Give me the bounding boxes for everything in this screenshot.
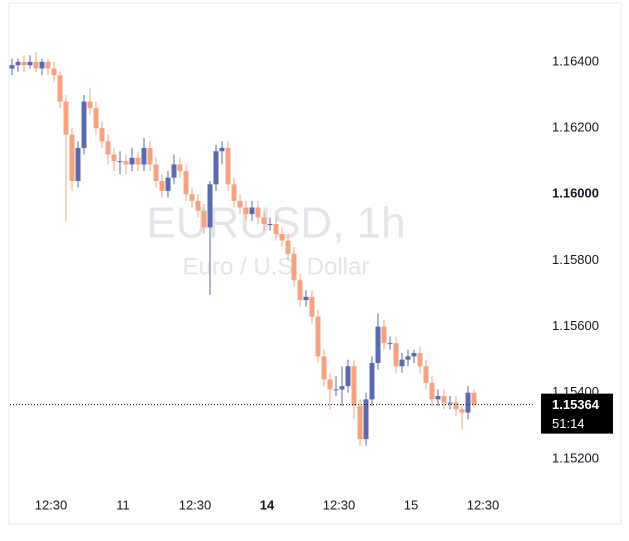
y-tick-label: 1.16200 xyxy=(552,120,599,135)
candle-body xyxy=(189,194,195,201)
candle-body xyxy=(405,356,411,360)
y-tick-label: 1.15600 xyxy=(552,318,599,333)
candle-body xyxy=(375,326,381,363)
candle-body xyxy=(231,184,237,201)
candle-body xyxy=(225,147,231,185)
candle-body xyxy=(39,61,45,69)
candle-body xyxy=(75,147,81,182)
candle-body xyxy=(21,61,27,66)
last-price-box xyxy=(541,393,613,434)
candle-body xyxy=(45,61,51,69)
candle-body xyxy=(135,157,141,165)
candle-body xyxy=(447,402,453,404)
watermark-subtitle: Euro / U.S. Dollar xyxy=(183,253,370,280)
candle-body xyxy=(243,207,249,215)
candle-body xyxy=(429,382,435,400)
candle-body xyxy=(273,224,279,234)
countdown: 51:14 xyxy=(552,416,585,431)
frame xyxy=(8,2,622,525)
candle-body xyxy=(183,171,189,195)
candle-body xyxy=(159,181,165,191)
candle-body xyxy=(111,154,117,162)
candle-body xyxy=(51,68,57,76)
x-tick-label: 14 xyxy=(260,497,275,512)
candle-body xyxy=(219,147,225,152)
candle-body xyxy=(357,405,363,440)
x-tick-label: 12:30 xyxy=(323,497,356,512)
candle-body xyxy=(279,233,285,241)
candle-body xyxy=(363,399,369,440)
candle-body xyxy=(387,343,393,345)
candle-body xyxy=(399,359,405,367)
candle-body xyxy=(333,389,339,391)
last-price-label: 1.15364 xyxy=(552,397,600,412)
candle-body xyxy=(423,366,429,383)
candle-body xyxy=(285,240,291,254)
candle-body xyxy=(9,65,15,69)
candle-body xyxy=(69,134,75,182)
candle-body xyxy=(165,177,171,191)
candle-body xyxy=(339,386,345,390)
candle-body xyxy=(459,409,465,413)
candle-body xyxy=(381,326,387,344)
candle-body xyxy=(309,296,315,317)
candle-body xyxy=(327,379,333,390)
candle-body xyxy=(129,157,135,165)
y-tick-label: 1.15200 xyxy=(552,450,599,465)
x-tick-label: 11 xyxy=(116,497,130,512)
candle-body xyxy=(141,147,147,165)
candle-body xyxy=(303,296,309,301)
candle-body xyxy=(249,207,255,215)
candle-body xyxy=(123,161,129,165)
x-tick-label: 12:30 xyxy=(179,497,212,512)
y-tick-label: 1.16000 xyxy=(552,186,599,201)
x-tick-label: 12:30 xyxy=(467,497,500,512)
candle-body xyxy=(351,366,357,406)
candle-body xyxy=(453,402,459,410)
candle-body xyxy=(465,392,471,413)
candle-body xyxy=(267,224,273,226)
candle-body xyxy=(255,207,261,218)
candle-body xyxy=(207,184,213,228)
candle-body xyxy=(441,396,447,403)
candle-body xyxy=(369,362,375,400)
candle-body xyxy=(393,343,399,367)
candle-body xyxy=(315,316,321,357)
x-tick-label: 12:30 xyxy=(35,497,68,512)
candle-body xyxy=(321,356,327,380)
candle-body xyxy=(297,280,303,301)
candle-body xyxy=(177,164,183,172)
candle-body xyxy=(471,392,477,405)
candle-body xyxy=(117,161,123,163)
candle-body xyxy=(411,353,417,357)
candle-body xyxy=(87,101,93,109)
candle-body xyxy=(291,253,297,281)
candle-body xyxy=(261,217,267,225)
candle-body xyxy=(237,200,243,208)
candle-body xyxy=(27,61,33,66)
x-tick-label: 15 xyxy=(404,497,418,512)
y-tick-label: 1.16400 xyxy=(552,53,599,68)
candle-body xyxy=(33,61,39,69)
candle-body xyxy=(15,61,21,66)
candle-body xyxy=(345,366,351,387)
candle-body xyxy=(81,101,87,148)
candle-body xyxy=(213,151,219,185)
candle-body xyxy=(99,128,105,142)
candle-body xyxy=(57,75,63,102)
candle-body xyxy=(105,141,111,155)
candle-body xyxy=(171,164,177,178)
candle-body xyxy=(195,200,201,211)
candle-body xyxy=(153,164,159,182)
candle-body xyxy=(147,147,153,165)
candle-body xyxy=(93,108,99,129)
candle-body xyxy=(201,210,207,228)
y-tick-label: 1.15800 xyxy=(552,252,599,267)
candle-body xyxy=(63,101,69,135)
candle-body xyxy=(417,353,423,367)
candle-body xyxy=(435,396,441,400)
